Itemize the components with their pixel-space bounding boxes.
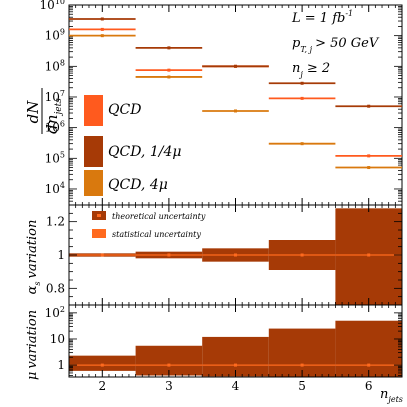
mu-central-point (234, 363, 237, 367)
legend-label-qcd: QCD (108, 102, 141, 118)
series-qcd-point (300, 96, 304, 100)
series-qcd-4mu-point (300, 142, 304, 146)
x-tick-label: 6 (365, 379, 373, 393)
mu-y-tick-label: 102 (45, 305, 65, 320)
series-qcd-4mu-point (234, 109, 237, 113)
series-qcd-point (100, 27, 104, 31)
alpha-central-point (100, 253, 104, 257)
mu-theory-band (268, 328, 336, 377)
annotation-pt-cut: pT, j > 50 GeV (292, 36, 380, 54)
y-label-denominator: dnjets (43, 98, 64, 134)
mu-central-point (367, 363, 371, 367)
x-tick-label: 5 (298, 379, 306, 393)
legend-label-theory: theoretical uncertainty (112, 212, 206, 221)
legend-swatch-qcd-quarter-mu (84, 136, 103, 167)
main-y-tick-label: 1010 (40, 0, 65, 12)
x-tick-label: 2 (98, 379, 106, 393)
main-y-tick-label: 106 (45, 120, 65, 135)
mu-y-axis-label: μvariation (25, 310, 40, 380)
series-qcd-quarter-mu-point (100, 17, 104, 21)
alpha-legend: theoretical uncertainty statistical unce… (92, 211, 206, 239)
series-qcd-quarter-mu-point (300, 81, 304, 85)
main-y-tick-label: 104 (45, 181, 65, 196)
mu-y-tick-label: 10 (50, 332, 65, 346)
main-y-tick-label: 109 (45, 28, 65, 43)
series-qcd-quarter-mu-point (234, 64, 237, 68)
legend-label-stat: statistical uncertainty (112, 230, 201, 239)
mu-panel: 1 10 102 2 3 4 5 6 (45, 304, 403, 393)
main-y-tick-label: 108 (45, 58, 65, 73)
alpha-y-axis-label: αsvariation (25, 220, 42, 295)
mu-theory-band (202, 336, 269, 377)
alpha-y-tick-label: 1.2 (46, 215, 65, 229)
series-qcd-point (367, 154, 371, 158)
series-qcd-4mu-point (367, 166, 371, 170)
alpha-theory-band (335, 208, 402, 305)
series-qcd-4mu-point (167, 75, 171, 79)
mu-central-point (100, 363, 104, 367)
mu-y-tick-label: 1 (57, 358, 65, 372)
y-label-numerator: dN (24, 100, 42, 124)
main-y-tick-label: 105 (45, 150, 65, 165)
legend-label-qcd-4mu: QCD, 4μ (108, 177, 168, 193)
main-y-axis-label: dN dnjets (24, 88, 64, 134)
alpha-central-point (167, 253, 171, 257)
x-axis-label: njets (380, 387, 403, 404)
main-panel: 104 105 106 107 108 109 1010 (40, 0, 403, 206)
legend-swatch-qcd (84, 95, 103, 126)
annotation-njets-cut: nj ≥ 2 (292, 61, 330, 79)
legend-swatch-qcd-4mu (84, 170, 103, 196)
series-qcd-quarter-mu-point (167, 46, 171, 50)
alpha-y-tick-label: 0.8 (46, 281, 65, 295)
alpha-central-point (300, 253, 304, 257)
mu-central-point (300, 363, 304, 367)
mu-theory-band (335, 320, 402, 377)
alpha-central-point (367, 253, 371, 257)
series-qcd-4mu-point (100, 34, 104, 38)
legend-marker-theory (97, 214, 101, 217)
main-legend: QCD QCD, 1/4μ QCD, 4μ (84, 95, 181, 196)
annotation-luminosity: L = 1 fb-1 (291, 9, 353, 26)
main-y-tick-label: 107 (45, 89, 65, 104)
mu-central-point (167, 363, 171, 367)
x-tick-label: 4 (232, 379, 240, 393)
alpha-y-tick-label: 1 (57, 248, 65, 262)
x-tick-label: 3 (165, 379, 173, 393)
alpha-central-point (234, 253, 237, 257)
legend-swatch-stat (92, 229, 106, 238)
mu-theory-band (69, 355, 136, 371)
series-qcd-point (167, 68, 171, 72)
legend-label-qcd-quarter-mu: QCD, 1/4μ (108, 144, 181, 160)
series-qcd-quarter-mu-point (367, 104, 371, 108)
